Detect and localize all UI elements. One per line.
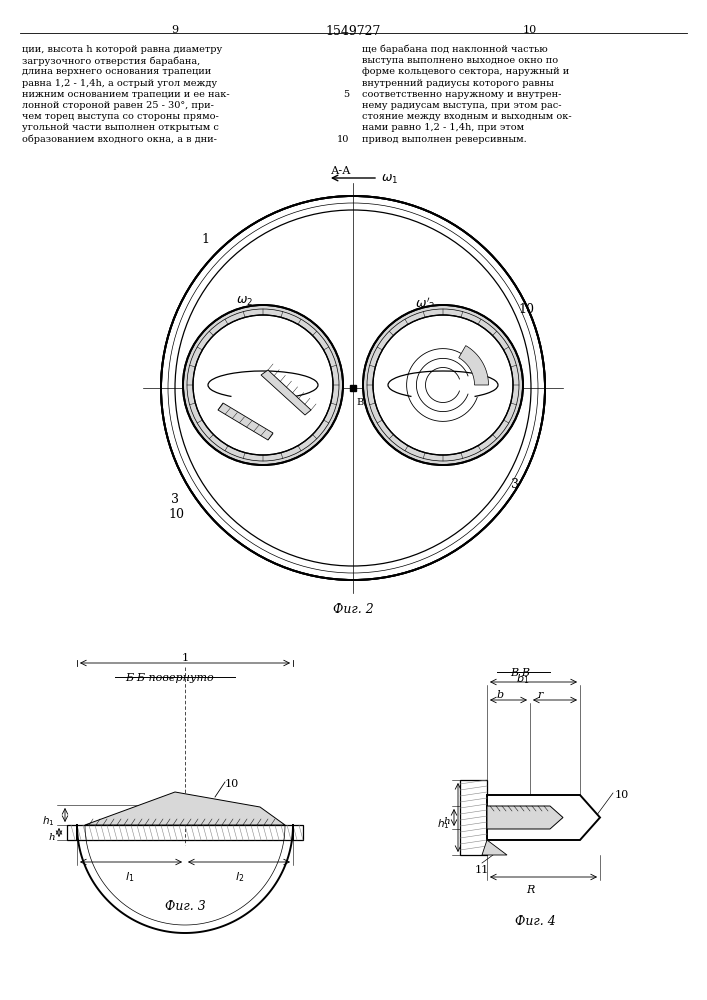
- Text: $h_1$: $h_1$: [438, 818, 450, 831]
- Text: 1: 1: [182, 653, 189, 663]
- Text: $\omega_1$: $\omega_1$: [381, 173, 398, 186]
- Text: Б-Б повернуто: Б-Б повернуто: [126, 673, 214, 683]
- Text: Фиг. 4: Фиг. 4: [515, 915, 556, 928]
- Polygon shape: [487, 806, 563, 829]
- Text: α: α: [253, 830, 261, 840]
- Text: Фиг. 3: Фиг. 3: [165, 900, 205, 913]
- Text: выступа выполнено выходное окно по: выступа выполнено выходное окно по: [362, 56, 558, 65]
- Text: б: б: [475, 405, 481, 414]
- Text: ции, высота h которой равна диаметру: ции, высота h которой равна диаметру: [22, 45, 222, 54]
- Ellipse shape: [183, 305, 343, 465]
- Text: форме кольцевого сектора, наружный и: форме кольцевого сектора, наружный и: [362, 67, 569, 76]
- Text: b: b: [496, 690, 503, 700]
- Text: 5: 5: [343, 90, 349, 99]
- Text: нижним основанием трапеции и ее нак-: нижним основанием трапеции и ее нак-: [22, 90, 230, 99]
- Text: угольной части выполнен открытым с: угольной части выполнен открытым с: [22, 123, 219, 132]
- Text: чем торец выступа со стороны прямо-: чем торец выступа со стороны прямо-: [22, 112, 218, 121]
- Bar: [460, 780, 487, 855]
- Polygon shape: [482, 840, 507, 855]
- Text: 3: 3: [171, 493, 179, 506]
- Polygon shape: [85, 792, 285, 825]
- Polygon shape: [487, 795, 600, 840]
- Text: h: h: [268, 390, 274, 399]
- Text: $h_1$: $h_1$: [42, 814, 55, 828]
- Text: В: В: [356, 398, 363, 407]
- Ellipse shape: [373, 315, 513, 455]
- Text: h: h: [48, 832, 55, 842]
- Polygon shape: [218, 403, 273, 440]
- Text: $l_1$: $l_1$: [125, 870, 134, 884]
- Text: внутренний радиусы которого равны: внутренний радиусы которого равны: [362, 79, 554, 88]
- Text: лонной стороной равен 25 - 30°, при-: лонной стороной равен 25 - 30°, при-: [22, 101, 214, 110]
- Text: привод выполнен реверсивным.: привод выполнен реверсивным.: [362, 135, 527, 144]
- Text: нами равно 1,2 - 1,4h, при этом: нами равно 1,2 - 1,4h, при этом: [362, 123, 524, 132]
- Text: r: r: [537, 690, 543, 700]
- Text: ще барабана под наклонной частью: ще барабана под наклонной частью: [362, 45, 548, 54]
- Bar: [67, 825, 303, 840]
- Text: Фиг. 2: Фиг. 2: [332, 603, 373, 616]
- Ellipse shape: [363, 305, 523, 465]
- Ellipse shape: [161, 196, 545, 580]
- Text: загрузочного отверстия барабана,: загрузочного отверстия барабана,: [22, 56, 200, 66]
- Text: 10: 10: [225, 779, 239, 789]
- Text: 10: 10: [523, 25, 537, 35]
- Text: 3: 3: [511, 478, 519, 491]
- Text: А-А: А-А: [331, 166, 351, 176]
- Text: 1549727: 1549727: [325, 25, 380, 38]
- Text: R: R: [526, 885, 534, 895]
- Text: 10: 10: [615, 790, 629, 800]
- Text: 1: 1: [201, 233, 209, 246]
- Text: В: В: [439, 405, 447, 414]
- Text: 10: 10: [337, 135, 349, 144]
- Text: h: h: [443, 818, 450, 826]
- Text: соответственно наружному и внутрен-: соответственно наружному и внутрен-: [362, 90, 561, 99]
- Text: 11: 11: [475, 865, 489, 875]
- Ellipse shape: [193, 315, 333, 455]
- Text: 9: 9: [171, 25, 179, 35]
- Text: длина верхнего основания трапеции: длина верхнего основания трапеции: [22, 67, 211, 76]
- Text: 10: 10: [168, 508, 184, 521]
- Text: $b_1$: $b_1$: [516, 672, 530, 686]
- Polygon shape: [261, 370, 311, 415]
- Text: нему радиусам выступа, при этом рас-: нему радиусам выступа, при этом рас-: [362, 101, 561, 110]
- Text: r: r: [228, 395, 233, 404]
- Text: б: б: [405, 405, 411, 414]
- Text: образованием входного окна, а в дни-: образованием входного окна, а в дни-: [22, 135, 217, 144]
- Text: $\omega'_2$: $\omega'_2$: [415, 295, 436, 312]
- Text: В-В: В-В: [510, 668, 530, 678]
- Text: $l_2$: $l_2$: [235, 870, 245, 884]
- Text: 10: 10: [518, 303, 534, 316]
- Polygon shape: [459, 346, 489, 385]
- Text: равна 1,2 - 1,4h, а острый угол между: равна 1,2 - 1,4h, а острый угол между: [22, 79, 217, 88]
- Text: $\omega_2$: $\omega_2$: [236, 295, 254, 308]
- Text: стояние между входным и выходным ок-: стояние между входным и выходным ок-: [362, 112, 572, 121]
